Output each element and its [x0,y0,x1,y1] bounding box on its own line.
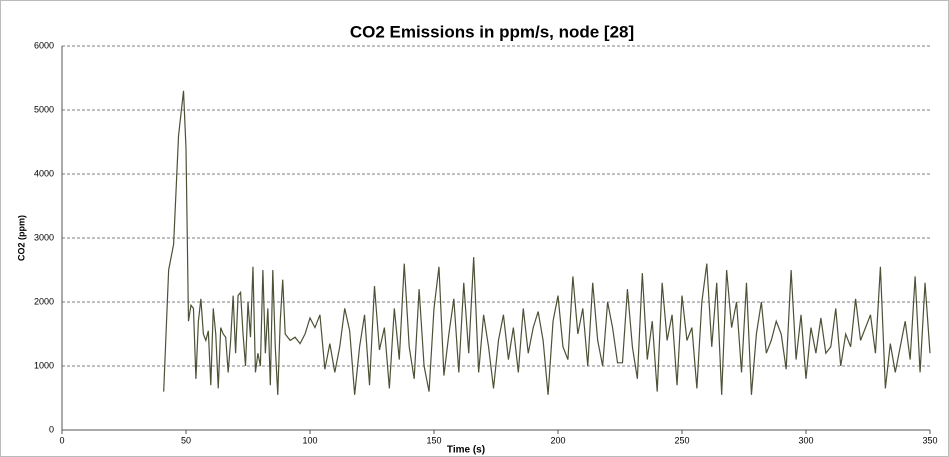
y-axis-label: CO2 (ppm) [16,215,26,261]
x-tick-label: 100 [302,435,317,445]
x-tick-label: 350 [922,435,937,445]
y-tick-label: 0 [49,424,54,434]
data-line [163,90,931,395]
x-axis-label: Time (s) [447,445,485,456]
y-tick-label: 4000 [34,168,54,178]
x-tick-label: 200 [550,435,565,445]
x-tick-label: 300 [798,435,813,445]
y-tick-label: 3000 [34,232,54,242]
x-tick-label: 50 [181,435,191,445]
x-tick-label: 150 [426,435,441,445]
y-tick-label: 6000 [34,40,54,50]
y-tick-label: 2000 [34,296,54,306]
x-tick-label: 250 [674,435,689,445]
x-tick-label: 0 [59,435,64,445]
y-tick-label: 5000 [34,104,54,114]
chart-title: CO2 Emissions in ppm/s, node [28] [350,22,634,41]
y-tick-label: 1000 [34,360,54,370]
